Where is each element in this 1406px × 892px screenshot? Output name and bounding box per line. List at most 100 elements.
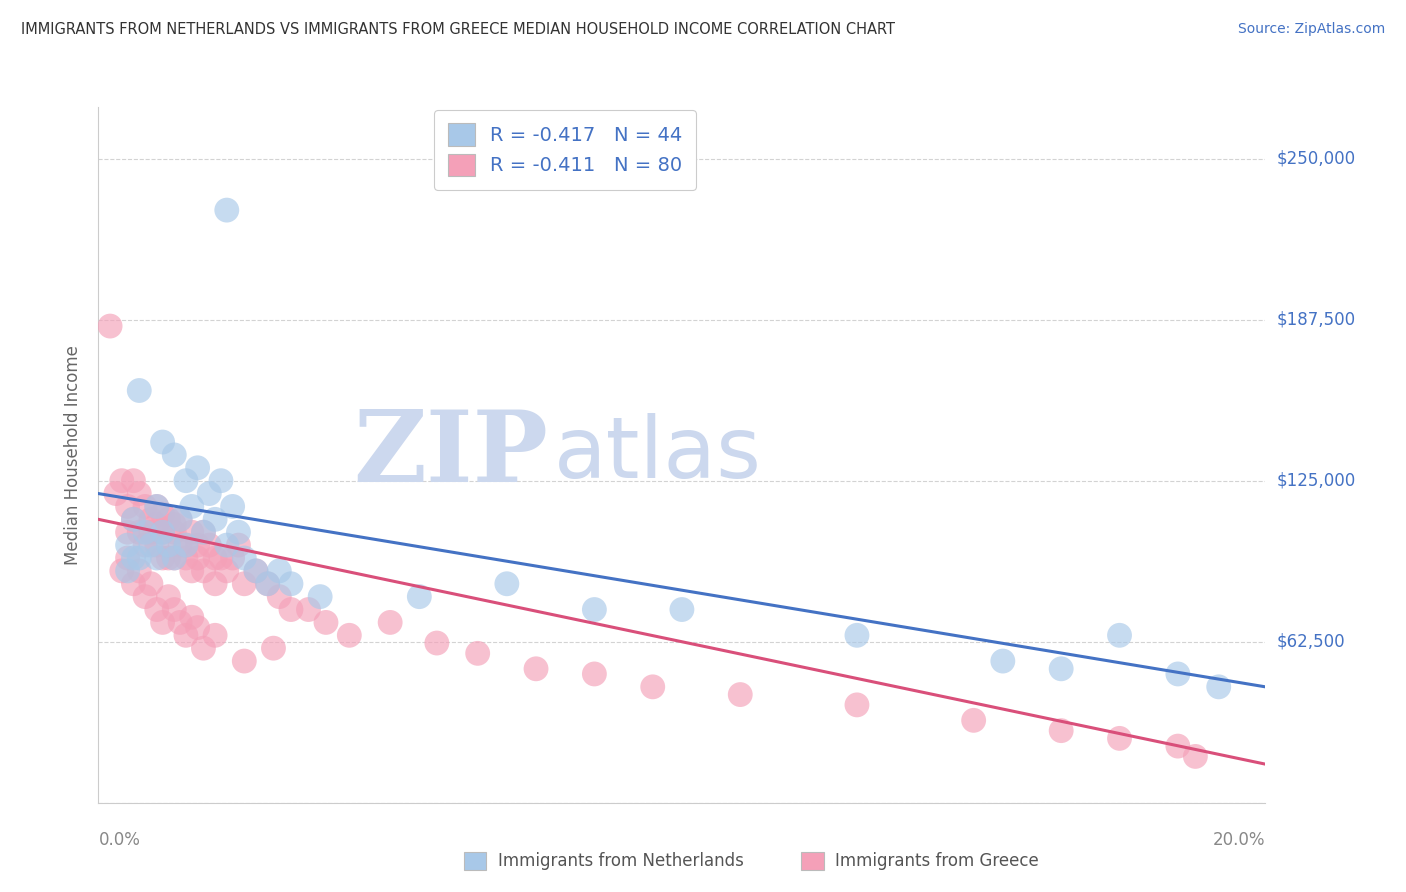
Point	[117, 500, 139, 514]
Point	[1208, 680, 1230, 694]
Point	[152, 525, 174, 540]
Point	[1167, 667, 1189, 681]
Point	[204, 628, 226, 642]
Text: 20.0%: 20.0%	[1213, 830, 1265, 848]
Point	[98, 319, 121, 334]
Point	[122, 551, 145, 566]
Point	[152, 507, 174, 521]
Text: ZIP: ZIP	[353, 407, 548, 503]
Point	[315, 615, 337, 630]
Point	[221, 551, 243, 566]
Point	[962, 714, 984, 728]
Point	[128, 384, 150, 398]
Point	[146, 538, 169, 552]
Point	[180, 500, 202, 514]
Point	[128, 564, 150, 578]
Point	[152, 525, 174, 540]
Point	[152, 435, 174, 450]
Point	[157, 551, 180, 566]
Point	[269, 590, 291, 604]
Point	[139, 538, 162, 552]
Point	[337, 628, 360, 642]
Point	[262, 641, 284, 656]
Point	[209, 551, 232, 566]
Text: Immigrants from Netherlands: Immigrants from Netherlands	[498, 852, 744, 870]
Point	[187, 551, 209, 566]
Point	[169, 512, 191, 526]
Point	[104, 486, 127, 500]
Text: $250,000: $250,000	[1277, 150, 1355, 168]
Point	[204, 551, 226, 566]
Point	[122, 512, 145, 526]
Point	[163, 448, 186, 462]
Point	[467, 646, 489, 660]
Point	[174, 538, 197, 552]
Point	[233, 551, 256, 566]
Point	[117, 538, 139, 552]
Point	[163, 551, 186, 566]
Text: $125,000: $125,000	[1277, 472, 1355, 490]
Point	[280, 602, 302, 616]
Point	[187, 460, 209, 475]
Legend: R = -0.417   N = 44, R = -0.411   N = 80: R = -0.417 N = 44, R = -0.411 N = 80	[434, 110, 696, 190]
Point	[209, 474, 232, 488]
Point	[1184, 749, 1206, 764]
Point	[193, 564, 215, 578]
Point	[845, 698, 868, 712]
Point	[122, 512, 145, 526]
Point	[187, 621, 209, 635]
Point	[1050, 723, 1073, 738]
Point	[117, 564, 139, 578]
Point	[146, 500, 169, 514]
Point	[297, 602, 319, 616]
Point	[730, 688, 752, 702]
Point	[193, 525, 215, 540]
Point	[245, 564, 267, 578]
Text: IMMIGRANTS FROM NETHERLANDS VS IMMIGRANTS FROM GREECE MEDIAN HOUSEHOLD INCOME CO: IMMIGRANTS FROM NETHERLANDS VS IMMIGRANT…	[21, 22, 896, 37]
Point	[174, 628, 197, 642]
Text: Source: ZipAtlas.com: Source: ZipAtlas.com	[1237, 22, 1385, 37]
Point	[583, 667, 606, 681]
Point	[256, 576, 278, 591]
Point	[215, 203, 238, 218]
Point	[193, 525, 215, 540]
Point	[174, 538, 197, 552]
Text: $187,500: $187,500	[1277, 310, 1355, 328]
Point	[408, 590, 430, 604]
Point	[152, 551, 174, 566]
Point	[280, 576, 302, 591]
Point	[134, 525, 156, 540]
Point	[269, 564, 291, 578]
Point	[204, 576, 226, 591]
Point	[134, 590, 156, 604]
Point	[152, 615, 174, 630]
Point	[204, 512, 226, 526]
Point	[146, 551, 169, 566]
Point	[1050, 662, 1073, 676]
Point	[187, 538, 209, 552]
Point	[309, 590, 332, 604]
Point	[228, 538, 250, 552]
Point	[139, 576, 162, 591]
Point	[134, 538, 156, 552]
Point	[128, 486, 150, 500]
Y-axis label: Median Household Income: Median Household Income	[63, 345, 82, 565]
Text: $62,500: $62,500	[1277, 632, 1346, 651]
Point	[1167, 739, 1189, 753]
Point	[228, 525, 250, 540]
Point	[1108, 628, 1130, 642]
Point	[122, 576, 145, 591]
Point	[157, 512, 180, 526]
Point	[426, 636, 449, 650]
Point	[128, 551, 150, 566]
Point	[198, 538, 221, 552]
Point	[111, 564, 134, 578]
Point	[233, 654, 256, 668]
Point	[215, 564, 238, 578]
Point	[180, 564, 202, 578]
Point	[245, 564, 267, 578]
Point	[169, 538, 191, 552]
Point	[146, 602, 169, 616]
Point	[1108, 731, 1130, 746]
Point	[128, 525, 150, 540]
